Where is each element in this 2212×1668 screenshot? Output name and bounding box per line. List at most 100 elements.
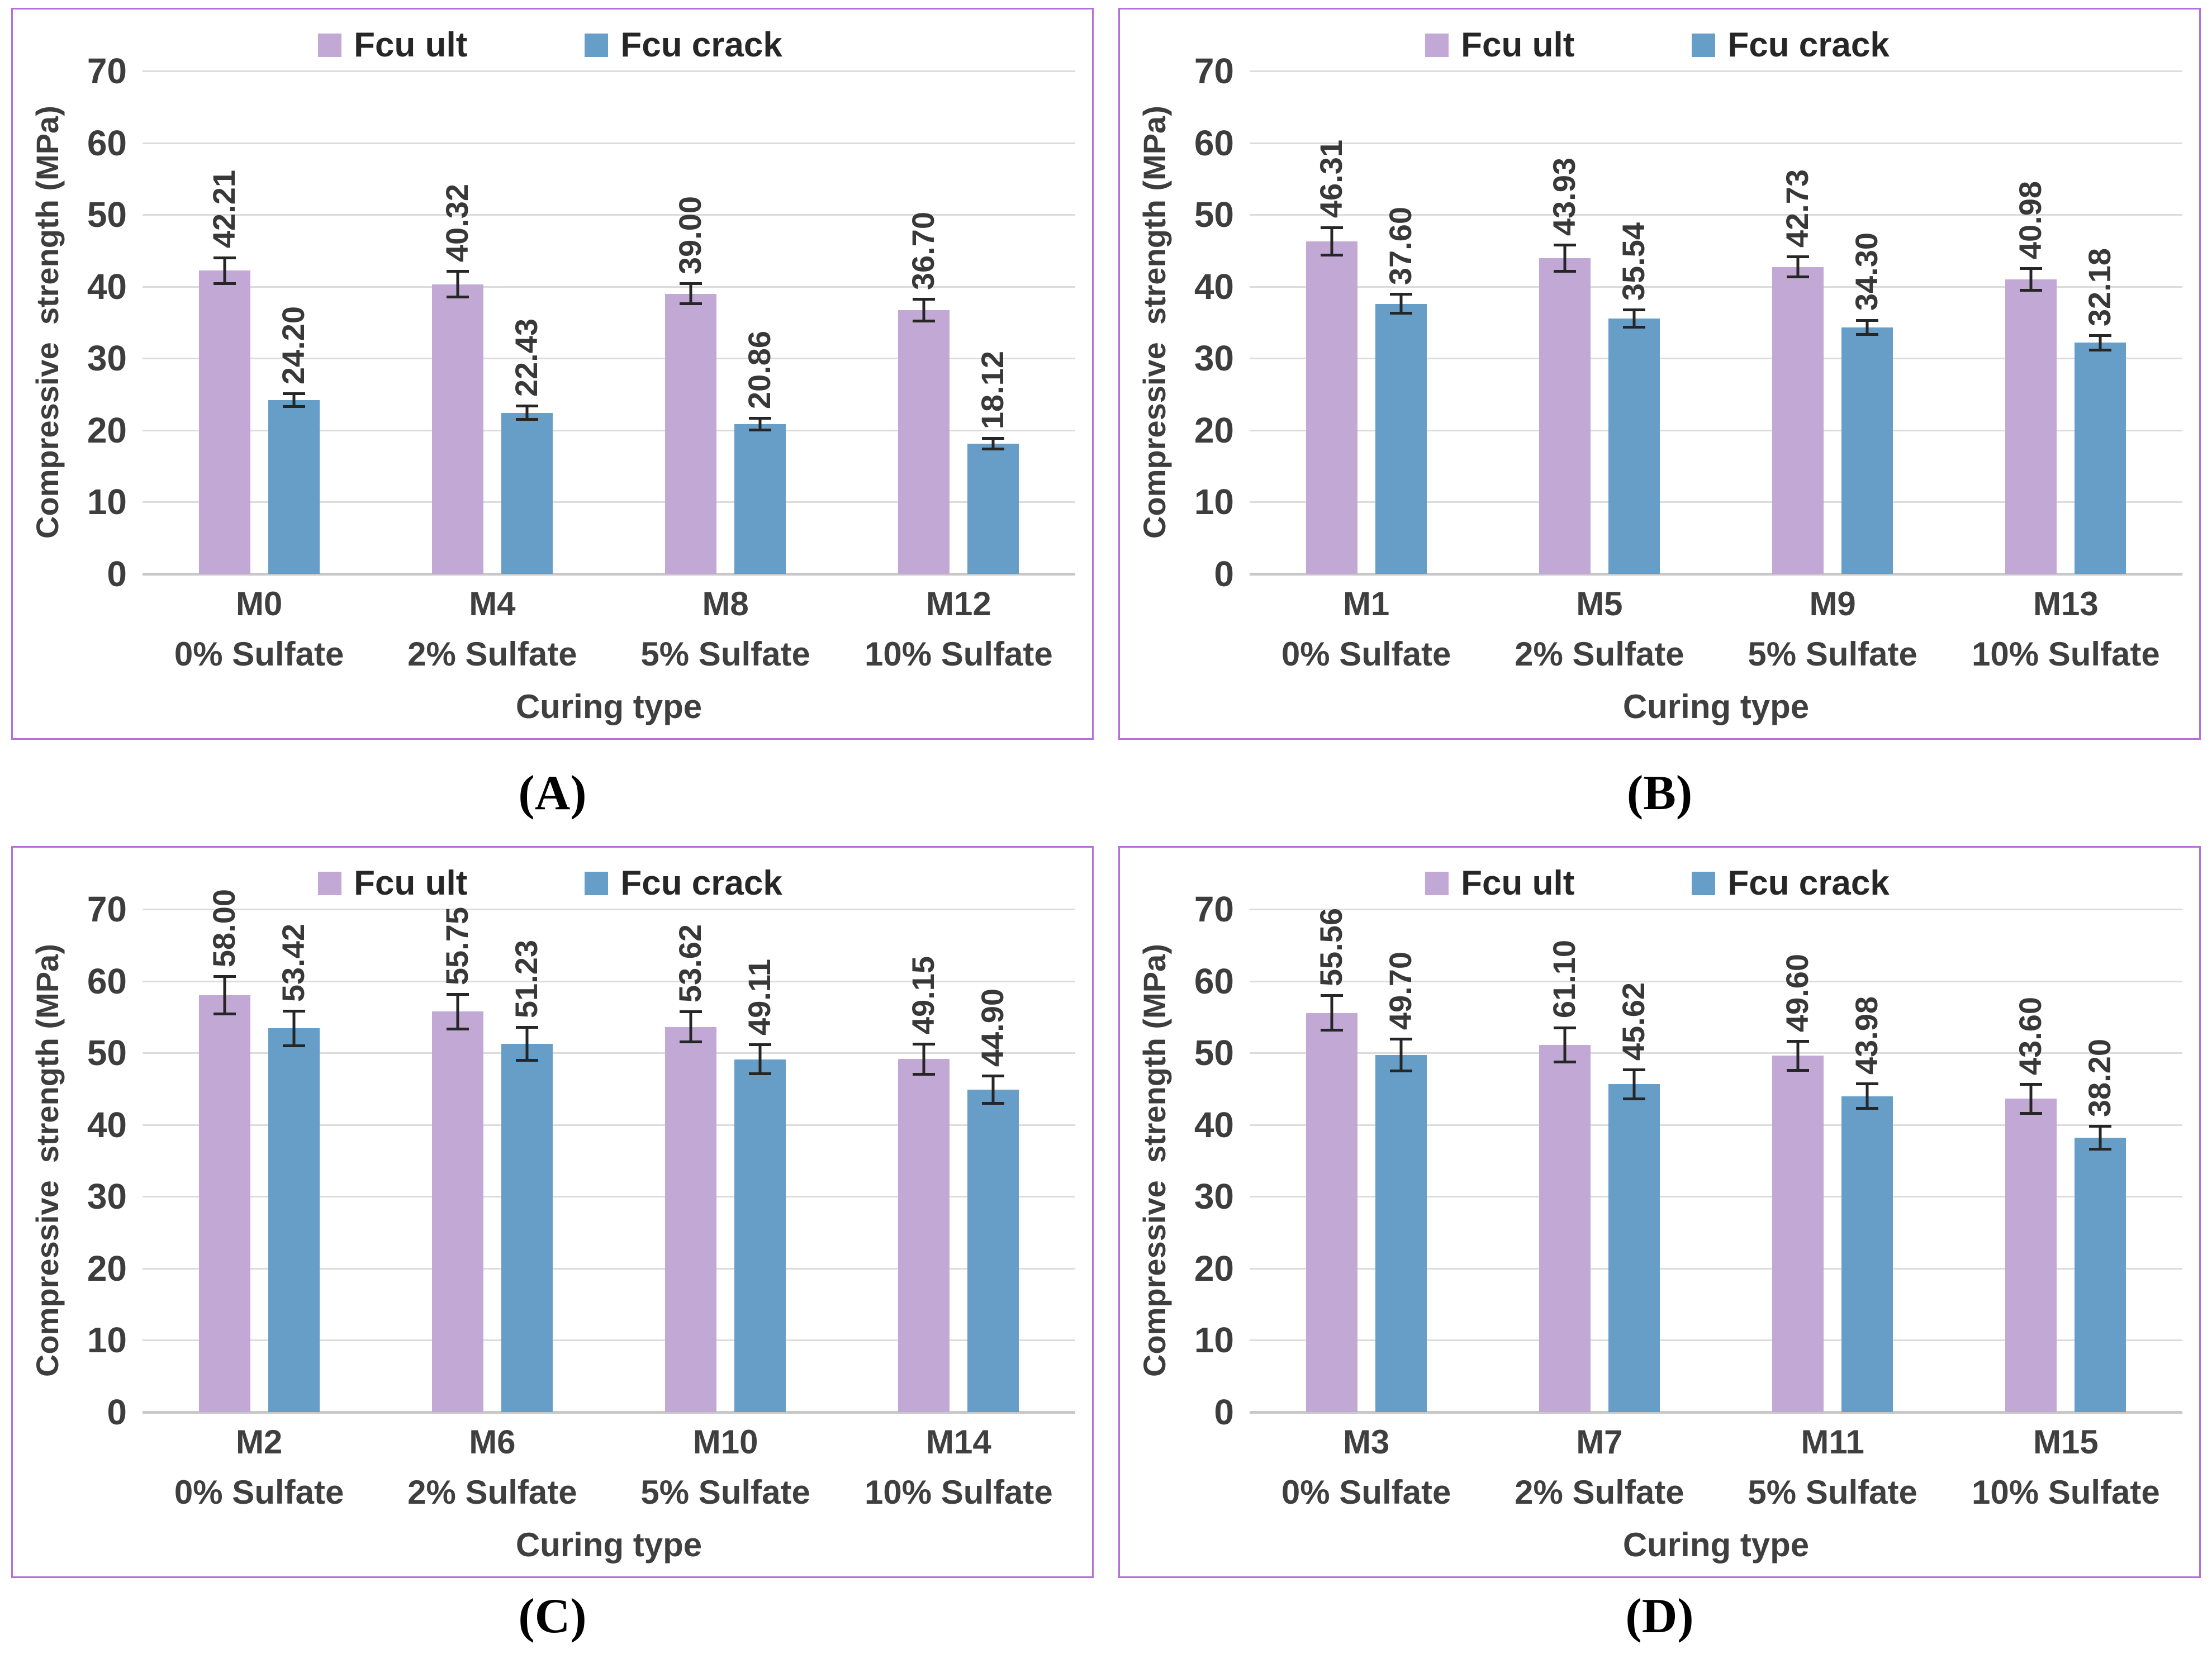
bar-fcu-ult [1539,258,1591,574]
x-category-label: M3 0% Sulfate [1250,1425,1483,1509]
gridline [1250,70,2182,72]
y-tick-label: 50 [87,1033,127,1073]
category-sulfate-label: 5% Sulfate [640,1474,810,1511]
bar-fcu-crack [1375,1055,1427,1412]
y-tick-label: 20 [1194,410,1234,450]
chart-panel-c: Fcu ult Fcu crack Compressive strength (… [11,846,1094,1578]
bar-value-label: 40.32 [439,183,474,262]
y-tick-label: 30 [1194,338,1234,379]
y-tick-label: 30 [87,338,127,379]
category-sulfate-label: 5% Sulfate [640,635,810,673]
x-axis-title: Curing type [515,1526,702,1564]
category-sulfate-label: 5% Sulfate [1748,635,1917,673]
bar-value-label: 46.31 [1313,140,1349,218]
category-mix-label: M13 [2033,585,2099,622]
bar-value-label: 45.62 [1615,982,1651,1061]
x-axis-title: Curing type [1622,1526,1810,1564]
error-bar [446,269,469,299]
gridline [143,501,1075,503]
chart-body: Compressive strength (MPa) 0 10 20 30 40 50 60… [25,889,1075,1564]
x-category-label: M9 5% Sulfate [1716,587,1949,671]
bar-value-label: 55.75 [439,906,474,985]
x-axis-title: Curing type [1622,688,1810,725]
panel-caption-b: (B) [1626,766,1693,820]
y-tick-label: 40 [87,1104,127,1145]
y-tick-label: 10 [1194,1320,1234,1361]
figure-cell-b: Fcu ult Fcu crack Compressive strength (… [1118,8,2201,846]
gridline [1250,1339,2182,1342]
legend-label-fcu-crack: Fcu crack [1727,26,1890,64]
y-tick-label: 70 [87,51,127,91]
y-tick-label: 0 [1214,554,1234,594]
gridline [143,980,1075,982]
error-bar [515,1026,538,1062]
bar-value-label: 35.54 [1615,222,1651,301]
y-axis-title: Compressive strength (MPa) [1137,944,1172,1377]
gridline [1250,286,2182,288]
legend-swatch-fcu-crack-icon [585,872,609,895]
plot-column: 0 10 20 30 40 50 60 70 58.00 53.42 55.75 51.23 53.62… [70,889,1075,1564]
category-mix-label: M15 [2033,1423,2099,1461]
error-bar [1320,226,1343,256]
category-mix-label: M11 [1801,1423,1864,1461]
category-mix-label: M10 [692,1423,758,1461]
legend: Fcu ult Fcu crack [1132,20,2182,71]
y-tick-label: 0 [1214,1392,1234,1432]
bar-fcu-ult [898,1059,950,1412]
bar-fcu-ult [198,995,250,1412]
bar-value-label: 43.60 [2012,997,2048,1076]
x-category-labels: M0 0% Sulfate M4 2% Sulfate M8 5% Sulfate M12 1… [143,587,1075,671]
legend-swatch-fcu-crack-icon [1692,34,1716,57]
x-category-label: M6 2% Sulfate [376,1425,609,1509]
bar-fcu-crack [2075,1137,2126,1412]
error-bar [1622,308,1645,329]
y-tick-label: 60 [1194,961,1234,1001]
x-axis-baseline [1250,573,2182,576]
error-bar [282,392,305,408]
figure-cell-c: Fcu ult Fcu crack Compressive strength (… [11,846,1094,1654]
bar-fcu-crack [1608,319,1660,574]
x-category-label: M2 0% Sulfate [143,1425,376,1509]
bar-value-label: 53.42 [275,923,311,1002]
gridline [1250,909,2182,910]
legend-swatch-fcu-crack-icon [1692,872,1716,895]
legend-item-fcu-crack: Fcu crack [585,28,782,63]
category-sulfate-label: 0% Sulfate [174,635,344,673]
plot-column: 0 10 20 30 40 50 60 70 42.21 24.20 40.32 22.43 39.00… [70,53,1075,724]
x-category-label: M13 10% Sulfate [1949,587,2182,671]
error-bar [446,992,469,1030]
gridline [143,1267,1075,1270]
error-bar [1856,1082,1879,1110]
panel-caption-a: (A) [518,766,587,820]
y-tick-label: 10 [1194,482,1234,522]
bar-fcu-crack [2075,343,2126,574]
category-mix-label: M12 [926,585,991,622]
bar-value-label: 42.21 [206,170,241,249]
gridline [1250,1124,2182,1126]
error-bar [515,405,538,421]
bar-value-label: 43.93 [1546,158,1582,236]
x-category-labels: M2 0% Sulfate M6 2% Sulfate M10 5% Sulfate M14… [143,1425,1075,1509]
x-category-label: M10 5% Sulfate [609,1425,842,1509]
gridline [1250,214,2182,216]
legend-label-fcu-ult: Fcu ult [354,26,468,64]
y-axis-title: Compressive strength (MPa) [30,106,65,539]
x-axis-baseline [143,573,1075,576]
y-tick-label: 60 [87,961,127,1001]
bar-value-label: 38.20 [2082,1038,2118,1117]
chart-panel-b: Fcu ult Fcu crack Compressive strength (… [1118,8,2201,740]
error-bar [2020,1083,2043,1115]
gridline [143,429,1075,431]
y-tick-label: 30 [87,1176,127,1217]
gridline [1250,1052,2182,1054]
bar-fcu-crack [268,1028,320,1412]
category-mix-label: M5 [1576,585,1623,622]
panel-caption-d: (D) [1625,1589,1694,1643]
y-tick-label: 20 [87,1248,127,1289]
gridline [143,70,1075,72]
x-category-label: M15 10% Sulfate [1949,1425,2182,1509]
legend-label-fcu-ult: Fcu ult [354,864,468,902]
category-sulfate-label: 10% Sulfate [1971,635,2160,673]
legend-item-fcu-crack: Fcu crack [1692,28,1890,63]
